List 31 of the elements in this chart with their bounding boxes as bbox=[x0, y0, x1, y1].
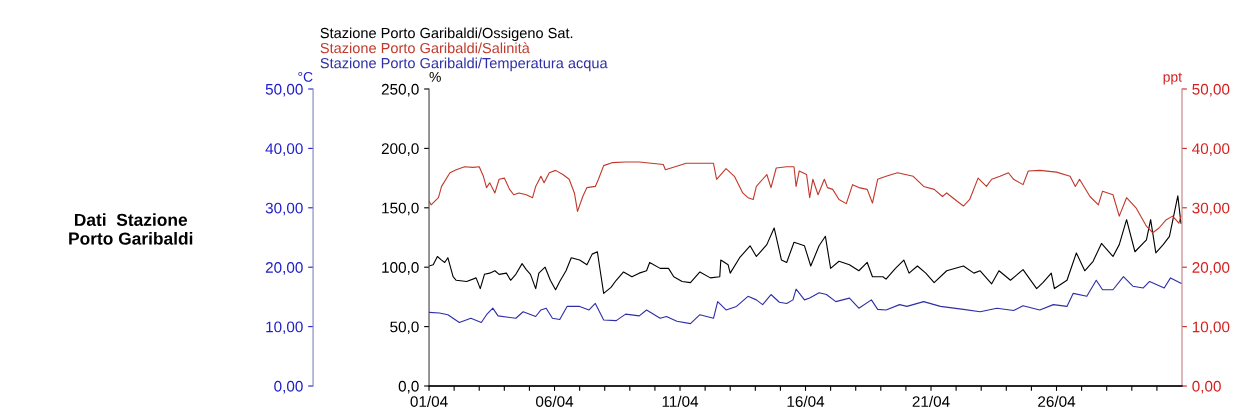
y-axis-title: % bbox=[429, 72, 441, 82]
x-tick-label: 21/04 bbox=[912, 395, 950, 407]
y-tick-label: 50,0 bbox=[390, 321, 419, 335]
y-tick-label: 150,0 bbox=[382, 202, 419, 216]
y2-tick-label: 0,00 bbox=[1192, 380, 1221, 394]
y-tick-label: 100,0 bbox=[382, 262, 419, 275]
y2-tick-label: 30,00 bbox=[1192, 202, 1230, 216]
text: Stazione Porto Garibaldi/Temperatura acqua bbox=[320, 57, 608, 72]
x-tick-label: 01/04 bbox=[410, 395, 448, 407]
y2-axis-title: ppt bbox=[1163, 72, 1182, 85]
y2-tick-label: 20,00 bbox=[1192, 262, 1230, 275]
text: Stazione Porto Garibaldi/Ossigeno Sat. bbox=[320, 27, 573, 42]
y-tick-label: 250,0 bbox=[381, 83, 419, 97]
x-tick-label: 16/04 bbox=[787, 395, 825, 407]
x-tick-label: 06/04 bbox=[536, 395, 574, 407]
y3-tick-label: 20,00 bbox=[265, 262, 303, 275]
y3-tick-label: 0,00 bbox=[274, 380, 303, 394]
y2-tick-label: 10,00 bbox=[1192, 321, 1230, 335]
y3-tick-label: 30,00 bbox=[265, 202, 303, 216]
text: Dati Stazione Porto Garibaldi bbox=[69, 213, 193, 245]
y-tick-label: 0,0 bbox=[398, 380, 419, 394]
y2-tick-label: 50,00 bbox=[1192, 83, 1230, 97]
y3-tick-label: 10,00 bbox=[266, 321, 303, 335]
x-tick-label: 11/04 bbox=[662, 395, 699, 407]
y2-tick-label: 40,00 bbox=[1192, 143, 1230, 156]
x-tick-label: 26/04 bbox=[1038, 395, 1076, 407]
text: Stazione Porto Garibaldi/Salinità bbox=[320, 42, 530, 54]
y3-tick-label: 40,00 bbox=[265, 143, 303, 156]
y-tick-label: 200,0 bbox=[381, 143, 419, 156]
y3-tick-label: 50,00 bbox=[265, 83, 303, 97]
y3-axis-title: °C bbox=[298, 71, 313, 82]
